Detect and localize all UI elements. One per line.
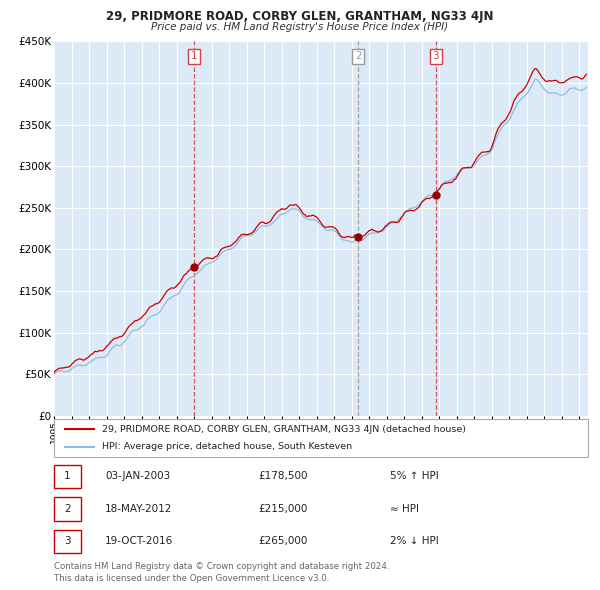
Text: 2: 2 — [355, 51, 362, 61]
Text: 03-JAN-2003: 03-JAN-2003 — [105, 471, 170, 481]
FancyBboxPatch shape — [54, 419, 588, 457]
Text: 2: 2 — [64, 504, 71, 514]
Text: Price paid vs. HM Land Registry's House Price Index (HPI): Price paid vs. HM Land Registry's House … — [151, 22, 449, 32]
Text: £265,000: £265,000 — [258, 536, 307, 546]
Text: 19-OCT-2016: 19-OCT-2016 — [105, 536, 173, 546]
Text: Contains HM Land Registry data © Crown copyright and database right 2024.
This d: Contains HM Land Registry data © Crown c… — [54, 562, 389, 583]
Text: 5% ↑ HPI: 5% ↑ HPI — [390, 471, 439, 481]
Text: 29, PRIDMORE ROAD, CORBY GLEN, GRANTHAM, NG33 4JN (detached house): 29, PRIDMORE ROAD, CORBY GLEN, GRANTHAM,… — [102, 425, 466, 434]
Text: 2% ↓ HPI: 2% ↓ HPI — [390, 536, 439, 546]
Text: HPI: Average price, detached house, South Kesteven: HPI: Average price, detached house, Sout… — [102, 442, 352, 451]
Text: ≈ HPI: ≈ HPI — [390, 504, 419, 514]
Text: 29, PRIDMORE ROAD, CORBY GLEN, GRANTHAM, NG33 4JN: 29, PRIDMORE ROAD, CORBY GLEN, GRANTHAM,… — [106, 10, 494, 23]
Text: £215,000: £215,000 — [258, 504, 307, 514]
Text: 1: 1 — [191, 51, 197, 61]
Text: 18-MAY-2012: 18-MAY-2012 — [105, 504, 172, 514]
Text: 3: 3 — [64, 536, 71, 546]
Text: 3: 3 — [433, 51, 439, 61]
Text: £178,500: £178,500 — [258, 471, 308, 481]
Text: 1: 1 — [64, 471, 71, 481]
